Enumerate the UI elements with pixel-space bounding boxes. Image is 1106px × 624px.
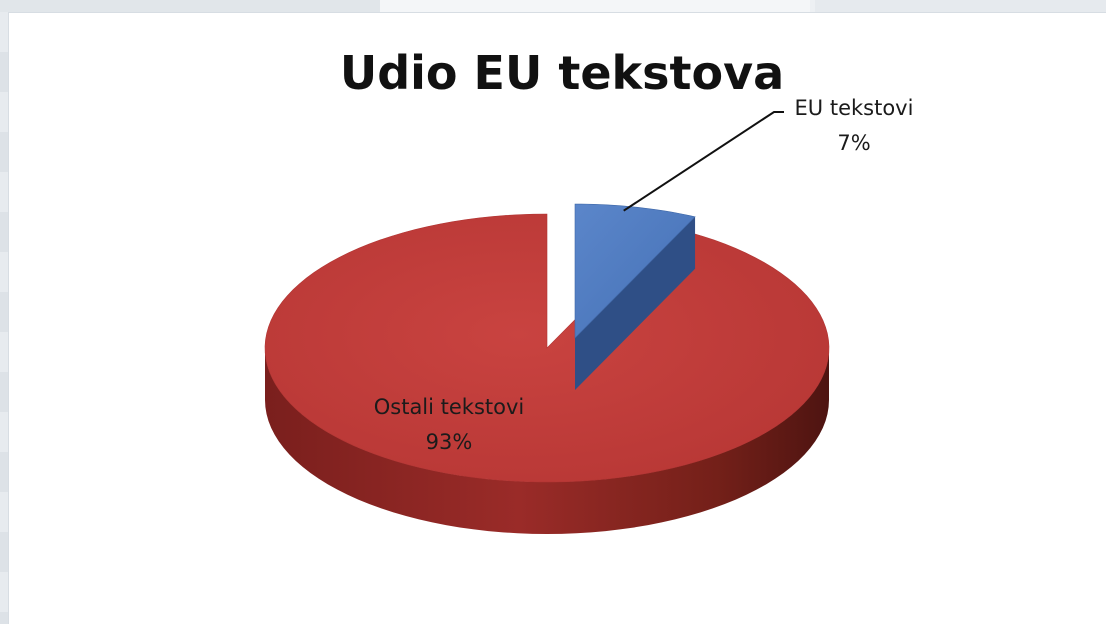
top-strip-middle-band <box>380 0 810 12</box>
slice-eu-tekstovi <box>574 203 696 339</box>
top-strip-left-band <box>0 0 380 12</box>
eu-leader-line <box>623 111 784 212</box>
data-labels: EU tekstovi 7% Ostali tekstovi 93% <box>374 96 914 454</box>
slice-eu-side <box>575 216 696 390</box>
label-eu-tekstovi-name: EU tekstovi <box>795 96 914 120</box>
pie-slices <box>264 203 830 534</box>
label-eu-tekstovi-value: 7% <box>837 131 870 155</box>
slice-ostali-side <box>265 348 829 534</box>
label-ostali-tekstovi-value: 93% <box>426 430 473 454</box>
chart-title: Udio EU tekstova <box>340 46 784 100</box>
slice-ostali-tekstovi <box>264 213 830 483</box>
chart-panel: Udio EU tekstova EU tekstovi 7% Ostali tek… <box>8 12 1106 624</box>
left-background-strip <box>0 12 8 624</box>
label-ostali-tekstovi-name: Ostali tekstovi <box>374 395 525 419</box>
top-background-strip <box>0 0 1106 12</box>
pie-chart: Udio EU tekstova EU tekstovi 7% Ostali tek… <box>264 46 914 534</box>
top-strip-right-band <box>815 0 1106 12</box>
